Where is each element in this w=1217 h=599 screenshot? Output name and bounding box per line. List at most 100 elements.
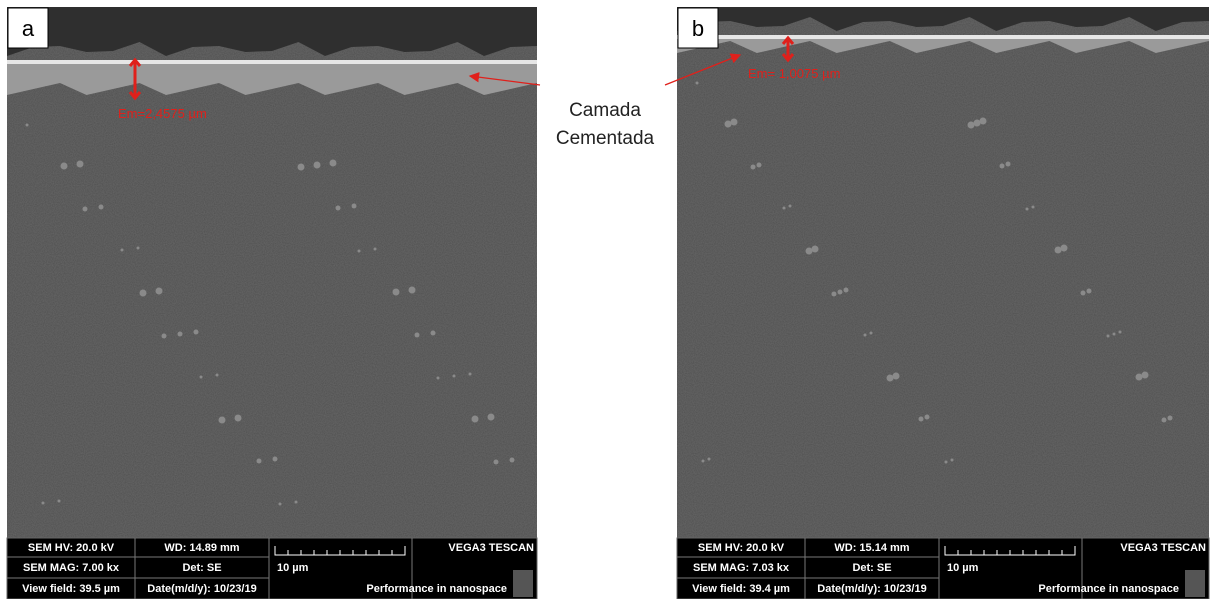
particle — [42, 502, 45, 505]
particle — [437, 377, 440, 380]
thickness-label: Em= 1,0075 µm — [748, 66, 840, 81]
particle — [358, 250, 361, 253]
info-text: View field: 39.4 µm — [692, 583, 790, 595]
particle — [121, 249, 124, 252]
particle — [980, 118, 987, 125]
particle — [702, 460, 705, 463]
particle — [783, 207, 786, 210]
particle — [1055, 247, 1062, 254]
particle — [257, 459, 262, 464]
figure: SEM HV: 20.0 kVWD: 14.89 mmVEGA3 TESCANS… — [0, 0, 1217, 599]
particle — [77, 161, 84, 168]
particle — [472, 416, 479, 423]
particle — [1142, 372, 1149, 379]
particle — [510, 458, 515, 463]
info-text: SEM MAG: 7.03 kx — [693, 562, 790, 574]
particle — [696, 82, 699, 85]
particle — [974, 120, 981, 127]
info-text: 10 µm — [947, 562, 979, 574]
particle — [26, 124, 29, 127]
particle — [61, 163, 68, 170]
particle — [58, 500, 61, 503]
thickness-label: Em=2,4575 µm — [118, 106, 207, 121]
particle — [409, 287, 416, 294]
surface-texture — [677, 7, 1209, 538]
micrograph: SEM HV: 20.0 kV WD: 15.14 mm VEGA3 TESCAN S… — [677, 7, 1209, 599]
particle — [968, 122, 975, 129]
info-text: WD: 14.89 mm — [164, 542, 239, 554]
particle — [838, 290, 843, 295]
particle — [1026, 208, 1029, 211]
particle — [494, 460, 499, 465]
particle — [893, 373, 900, 380]
particle — [235, 415, 242, 422]
info-text: WD: 15.14 mm — [834, 542, 909, 554]
particle — [1113, 333, 1116, 336]
particle — [200, 376, 203, 379]
particle — [140, 290, 147, 297]
particle — [925, 415, 930, 420]
particle — [279, 503, 282, 506]
particle — [216, 374, 219, 377]
particle — [330, 160, 337, 167]
particle — [488, 414, 495, 421]
particle — [708, 458, 711, 461]
particle — [298, 164, 305, 171]
particle — [844, 288, 849, 293]
particle — [453, 375, 456, 378]
panel-label: a — [22, 16, 35, 41]
info-text: View field: 39.5 µm — [22, 583, 120, 595]
info-text: Performance in nanospace — [1038, 583, 1179, 595]
particle — [99, 205, 104, 210]
particle — [1136, 374, 1143, 381]
particle — [83, 207, 88, 212]
particle — [137, 247, 140, 250]
particle — [870, 332, 873, 335]
particle — [1081, 291, 1086, 296]
info-text: 10 µm — [277, 562, 309, 574]
particle — [919, 417, 924, 422]
particle — [469, 373, 472, 376]
particle — [374, 248, 377, 251]
particle — [194, 330, 199, 335]
particle — [1107, 335, 1110, 338]
info-text: SEM HV: 20.0 kV — [698, 542, 785, 554]
particle — [887, 375, 894, 382]
logo — [1185, 570, 1205, 597]
particle — [336, 206, 341, 211]
info-text: VEGA3 TESCAN — [1120, 542, 1206, 554]
particle — [219, 417, 226, 424]
particle — [1006, 162, 1011, 167]
particle — [415, 333, 420, 338]
particle — [806, 248, 813, 255]
info-text: Det: SE — [852, 562, 891, 574]
particle — [1168, 416, 1173, 421]
particle — [864, 334, 867, 337]
particle — [832, 292, 837, 297]
info-text: Performance in nanospace — [366, 583, 507, 595]
micrograph: SEM HV: 20.0 kVWD: 14.89 mmVEGA3 TESCANS… — [7, 7, 537, 599]
particle — [178, 332, 183, 337]
particle — [812, 246, 819, 253]
logo — [513, 570, 533, 597]
particle — [1061, 245, 1068, 252]
info-text: Date(m/d/y): 10/23/19 — [147, 583, 256, 595]
particle — [945, 461, 948, 464]
particle — [751, 165, 756, 170]
particle — [1087, 289, 1092, 294]
info-text: SEM HV: 20.0 kV — [28, 542, 115, 554]
particle — [731, 119, 738, 126]
particle — [1162, 418, 1167, 423]
particle — [273, 457, 278, 462]
annotation-line: Camada — [569, 100, 641, 121]
particle — [1119, 331, 1122, 334]
particle — [352, 204, 357, 209]
particle — [156, 288, 163, 295]
info-text: Det: SE — [182, 562, 221, 574]
particle — [295, 501, 298, 504]
annotation-line: Cementada — [556, 128, 655, 149]
particle — [789, 205, 792, 208]
info-text: SEM MAG: 7.00 kx — [23, 562, 120, 574]
panel-label: b — [692, 16, 704, 41]
particle — [757, 163, 762, 168]
